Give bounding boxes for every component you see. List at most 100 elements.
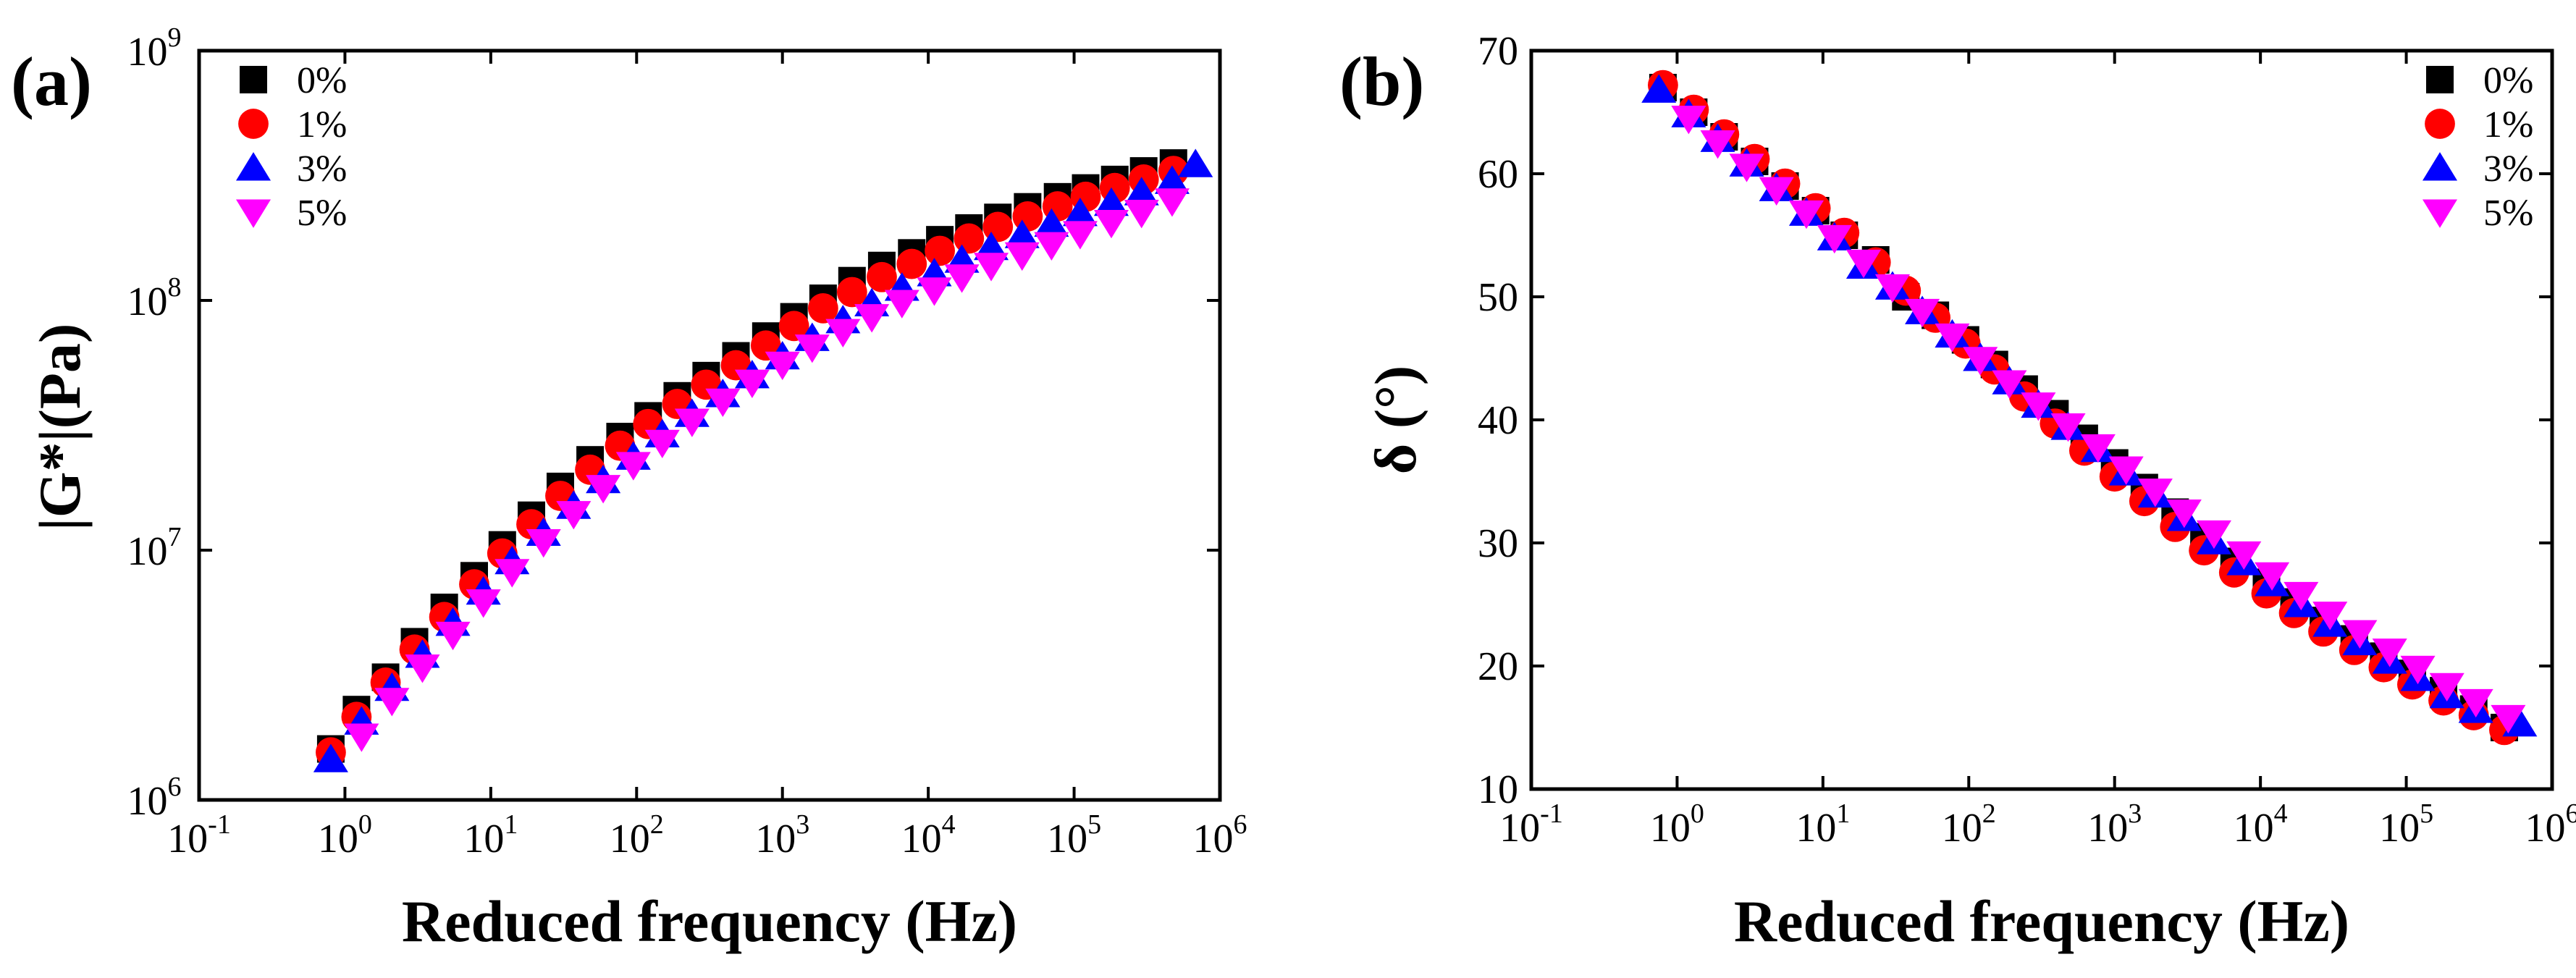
data-point (705, 388, 741, 418)
data-point (2196, 520, 2231, 549)
data-point (466, 589, 501, 618)
data-marks-b (1641, 69, 2538, 746)
y-axis-title-b: δ (°) (1363, 366, 1428, 474)
data-point (1093, 187, 1129, 216)
data-point (1963, 347, 1998, 376)
data-point (854, 304, 890, 333)
x-tick-label: 106 (1193, 809, 1247, 861)
data-point (1845, 249, 1882, 279)
x-axis-title-b: Reduced frequency (Hz) (1734, 888, 2349, 954)
data-point (734, 369, 770, 398)
legend-label: 3% (297, 148, 347, 190)
legend-marker (2425, 109, 2455, 139)
data-point (1062, 197, 1098, 227)
data-point (2400, 655, 2436, 685)
data-point (2502, 708, 2538, 737)
data-point (1905, 298, 1940, 328)
x-tick-label: 100 (318, 809, 372, 861)
legend-marker (235, 152, 272, 181)
x-tick-label: 104 (2234, 798, 2288, 851)
data-point (1729, 153, 1764, 182)
data-point (1154, 165, 1190, 194)
data-point (954, 223, 985, 254)
data-point (836, 277, 867, 308)
data-point (2050, 413, 2086, 442)
data-point (2137, 479, 2173, 507)
y-tick-label: 40 (1478, 398, 1518, 443)
x-tick-label: 105 (2379, 798, 2433, 851)
x-tick-label: 106 (2525, 798, 2576, 851)
data-point (586, 475, 621, 504)
data-point (1178, 148, 1213, 177)
y-tick-label: 60 (1478, 152, 1518, 197)
chart-panel-a: 10-1 100 101 102 103 104 105 106 106 107 108 109 0%… (11, 22, 1247, 954)
data-point (884, 290, 919, 319)
x-tick-label: 105 (1047, 809, 1101, 861)
data-point (526, 528, 561, 558)
data-point (1992, 370, 2027, 399)
data-point (1012, 201, 1043, 232)
data-point (1034, 208, 1069, 237)
data-point (405, 654, 440, 683)
y-tick-label: 50 (1478, 275, 1518, 320)
y-tick-label: 20 (1478, 644, 1518, 689)
y-tick-label: 106 (127, 772, 182, 824)
data-point (2342, 620, 2378, 649)
legend-marker (2422, 199, 2458, 228)
data-point (1817, 224, 1852, 254)
data-point (644, 429, 680, 459)
y-tick-label: 10 (1478, 767, 1518, 812)
data-point (1154, 188, 1190, 217)
data-point (2226, 541, 2262, 570)
y-tick-label: 30 (1478, 521, 1518, 566)
legend-label: 3% (2483, 148, 2533, 190)
legend-label: 1% (297, 104, 347, 146)
x-tick-label: 10-1 (167, 809, 231, 861)
x-tick-label: 102 (1942, 798, 1996, 851)
data-point (917, 277, 952, 306)
panel-label-b: (b) (1339, 43, 1424, 120)
panel-label-a: (a) (11, 43, 92, 120)
data-point (556, 501, 592, 530)
data-point (944, 264, 980, 293)
data-point (825, 319, 861, 347)
data-point (765, 351, 800, 381)
data-point (2491, 704, 2526, 734)
x-tick-label: 101 (1796, 798, 1850, 851)
data-point (2255, 562, 2290, 591)
legend-a: 0%1%3%5% (235, 60, 347, 234)
data-point (1124, 177, 1159, 206)
data-point (1874, 274, 1910, 303)
data-point (344, 723, 379, 752)
data-point (2021, 392, 2056, 421)
data-point (1935, 323, 1970, 353)
chart-panel-b: 10-1 100 101 102 103 104 105 10610203040506070 … (1339, 29, 2576, 954)
x-tick-label: 103 (755, 809, 809, 861)
y-tick-label: 107 (127, 522, 182, 574)
data-point (867, 261, 897, 292)
data-point (615, 452, 651, 481)
legend-marker (240, 66, 267, 93)
legend-label: 0% (2483, 60, 2533, 101)
legend-label: 1% (2483, 104, 2533, 146)
y-tick-label: 70 (1478, 29, 1518, 74)
legend-marker (2422, 152, 2458, 181)
x-tick-label: 103 (2087, 798, 2142, 851)
data-point (807, 292, 838, 324)
data-point (2166, 499, 2202, 528)
x-axis-title-a: Reduced frequency (Hz) (402, 888, 1017, 954)
data-marks-a (313, 148, 1213, 772)
data-point (973, 253, 1009, 282)
data-point (374, 688, 410, 717)
data-point (2080, 434, 2116, 463)
data-point (896, 248, 927, 279)
data-point (1759, 177, 1794, 206)
data-point (1641, 74, 1677, 103)
data-point (674, 408, 710, 437)
y-axis-title-a: |G*|(Pa) (27, 324, 93, 531)
data-point (1004, 242, 1040, 271)
data-point (1062, 221, 1098, 250)
data-point (1034, 232, 1069, 261)
axis-ticks-b: 10-1 100 101 102 103 104 105 106 10 20 30 40 50 60 70 (1478, 29, 2576, 851)
